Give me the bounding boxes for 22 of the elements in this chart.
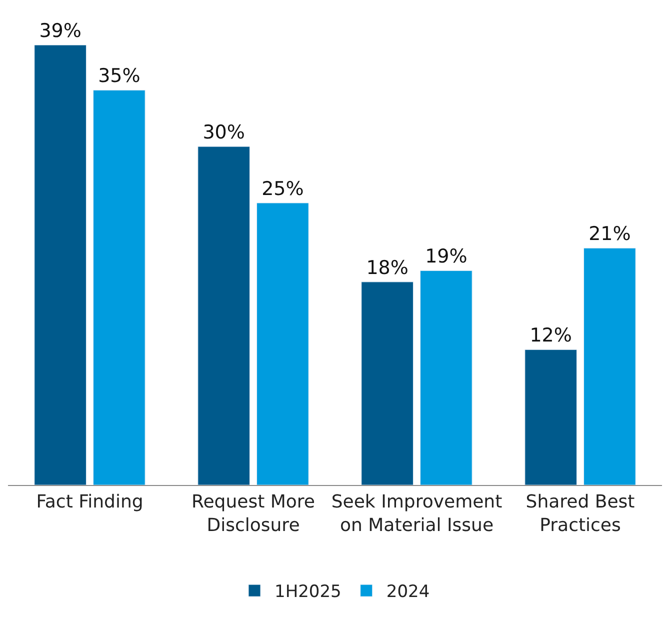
- data-label: 25%: [262, 178, 304, 200]
- bar: [524, 349, 577, 485]
- data-label: 19%: [425, 246, 468, 268]
- x-tick-label: Seek Improvement on Material Issue: [331, 492, 502, 536]
- bar: [420, 270, 472, 485]
- bar: [198, 146, 250, 485]
- data-label: 12%: [530, 324, 572, 347]
- bar: [361, 282, 414, 485]
- legend-label: 2024: [386, 582, 430, 602]
- data-label: 39%: [39, 20, 82, 42]
- x-tick-label: Shared Best Practices: [526, 492, 635, 536]
- data-label: 35%: [98, 65, 140, 88]
- data-label: 30%: [202, 122, 245, 144]
- x-tick-label: Fact Finding: [36, 492, 144, 513]
- legend-label: 1H2025: [274, 582, 342, 602]
- bar: [256, 202, 309, 485]
- x-tick-label: Request More Disclosure: [192, 492, 315, 536]
- bar: [584, 248, 636, 485]
- data-label: 18%: [366, 256, 408, 279]
- bar: [34, 45, 86, 485]
- data-label: 21%: [588, 223, 631, 246]
- bar: [93, 90, 146, 485]
